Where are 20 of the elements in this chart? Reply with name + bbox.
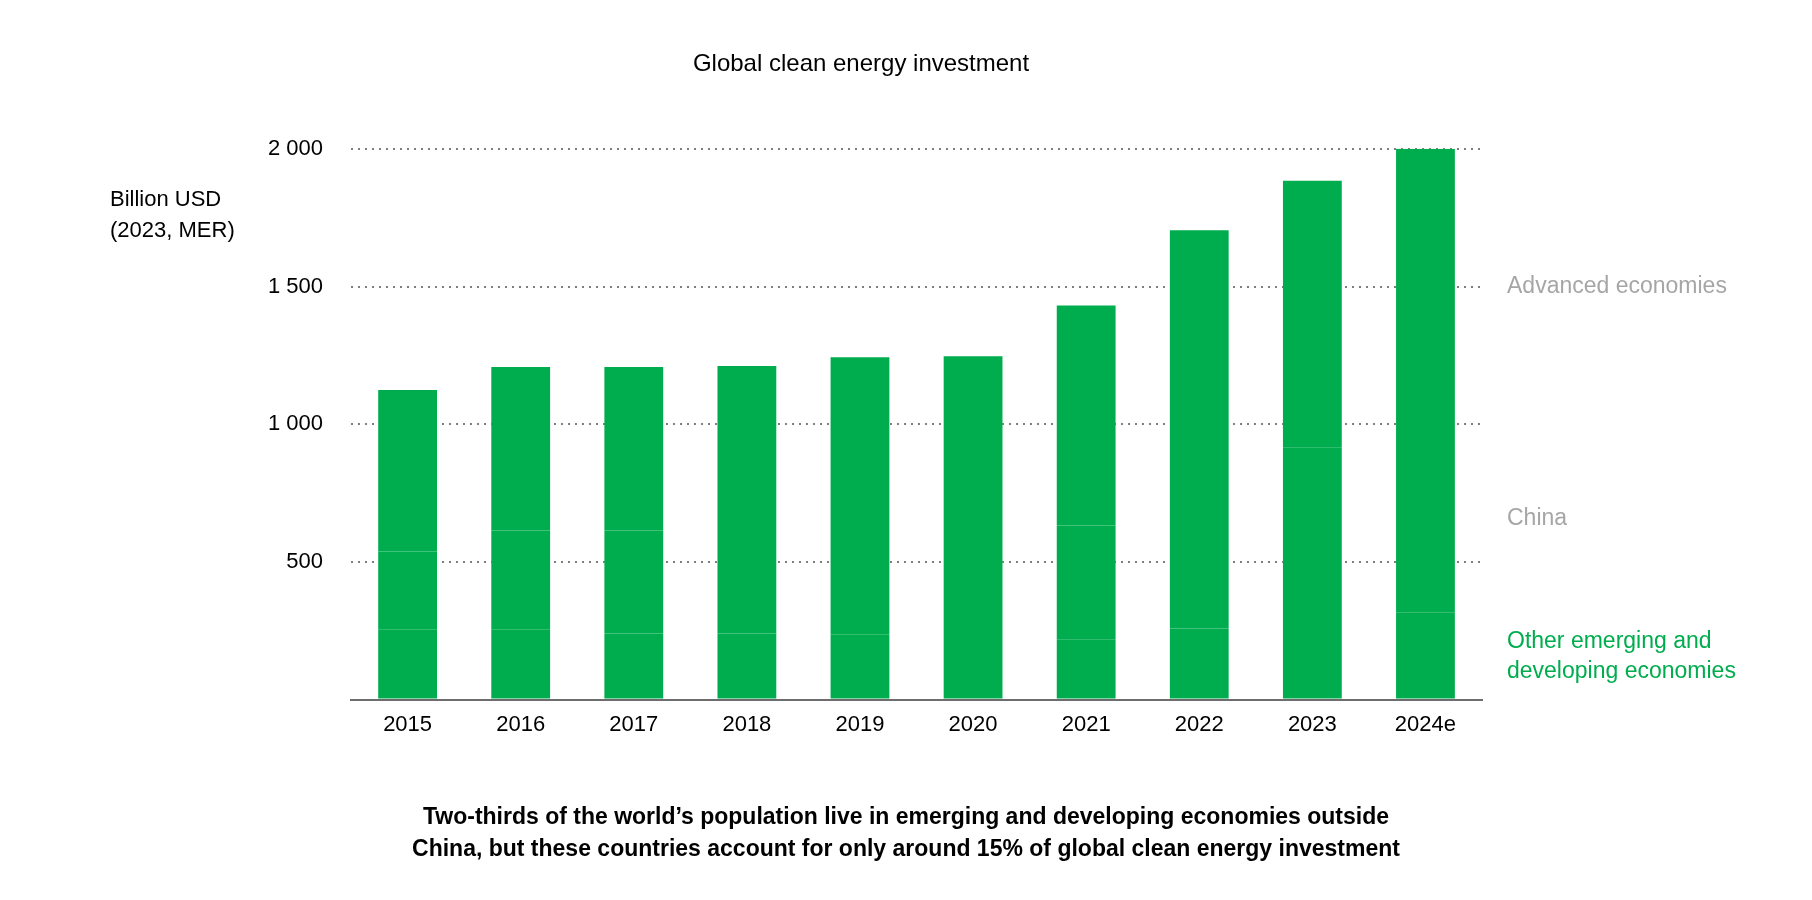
text: Other emerging and developing economies <box>1507 626 1736 683</box>
x-tick-label: 2018 <box>722 710 772 736</box>
text: Two-thirds of the world’s population live in emerging and developing economies outside China, but these countries account for only around 15% of global clean energy investment <box>411 802 1401 863</box>
x-tick-label: 2024e <box>1394 710 1457 736</box>
x-tick-label: 2022 <box>1174 710 1224 736</box>
x-tick-label: 2020 <box>948 710 998 736</box>
y-tick-label: 2 000 <box>267 134 324 160</box>
chart-title: Global clean energy investment <box>692 49 1030 77</box>
x-tick-label: 2016 <box>496 710 546 736</box>
y-tick-label: 1 000 <box>267 410 324 436</box>
x-tick-label: 2019 <box>835 710 885 736</box>
y-tick-label: 1 500 <box>267 272 324 298</box>
text: China <box>1507 504 1568 531</box>
text: Advanced economies <box>1507 272 1727 299</box>
x-tick-label: 2023 <box>1287 710 1337 736</box>
x-tick-label: 2021 <box>1061 710 1111 736</box>
y-axis-title: Billion USD (2023, MER) <box>110 185 236 244</box>
x-tick-label: 2017 <box>609 710 659 736</box>
x-tick-label: 2015 <box>383 710 433 736</box>
y-tick-label: 500 <box>286 547 324 573</box>
